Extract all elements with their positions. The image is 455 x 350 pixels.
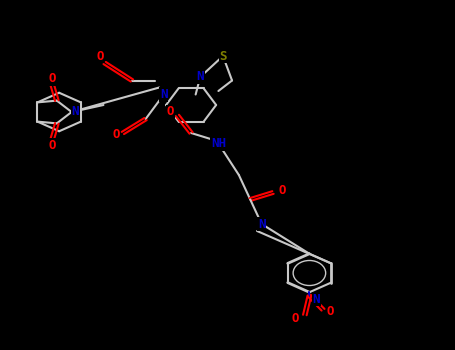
Text: O: O	[96, 49, 104, 63]
Text: O: O	[167, 105, 174, 119]
Text: O: O	[278, 184, 286, 197]
Text: O: O	[49, 139, 56, 152]
Text: O: O	[49, 72, 56, 85]
Text: O: O	[326, 305, 334, 318]
Text: O: O	[112, 128, 120, 141]
Text: N: N	[258, 217, 265, 231]
Text: N: N	[197, 70, 204, 84]
Text: O: O	[292, 312, 299, 325]
Text: NH: NH	[211, 137, 226, 150]
Text: N: N	[160, 88, 167, 101]
Text: N: N	[313, 293, 320, 306]
Text: S: S	[219, 49, 227, 63]
Text: N: N	[71, 105, 79, 119]
